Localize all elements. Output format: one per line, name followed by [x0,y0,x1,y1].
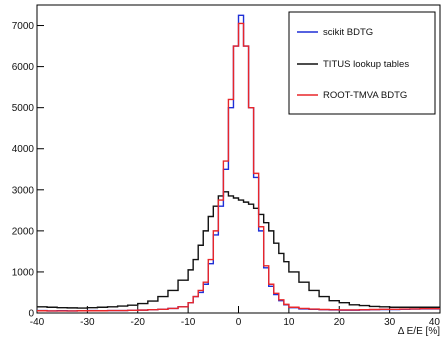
y-tick-label: 0 [28,309,34,320]
y-tick-label: 1000 [12,267,35,278]
y-tick-label: 5000 [12,103,35,114]
x-tick-label: -30 [80,317,95,328]
legend-label-scikit: scikit BDTG [323,27,373,38]
series-layer [37,14,440,312]
x-tick-label: -10 [181,317,196,328]
x-tick-label: 30 [384,317,396,328]
legend-label-tmva: ROOT-TMVA BDTG [323,90,407,101]
y-tick-label: 6000 [12,62,35,73]
y-tick-label: 4000 [12,144,35,155]
x-tick-label: 10 [283,317,295,328]
series-root-tmva-bdtg-line [37,22,440,312]
x-tick-label: -20 [131,317,146,328]
y-axis-ticks: 0 1000 2000 3000 4000 5000 6000 7000 [12,21,44,320]
y-tick-label: 2000 [12,226,35,237]
x-tick-label: 20 [334,317,346,328]
legend-label-titus: TITUS lookup tables [323,59,409,70]
legend: scikit BDTG TITUS lookup tables ROOT-TMV… [288,11,436,115]
y-tick-label: 3000 [12,185,35,196]
x-axis-title: Δ E/E [%] [398,326,440,337]
x-tick-label: -40 [30,317,45,328]
y-tick-label: 7000 [12,21,35,32]
legend-box [288,11,436,115]
x-tick-label: 0 [236,317,242,328]
series-titus-lookup-tables-line [37,191,440,309]
x-tick-label: 40 [429,317,441,328]
